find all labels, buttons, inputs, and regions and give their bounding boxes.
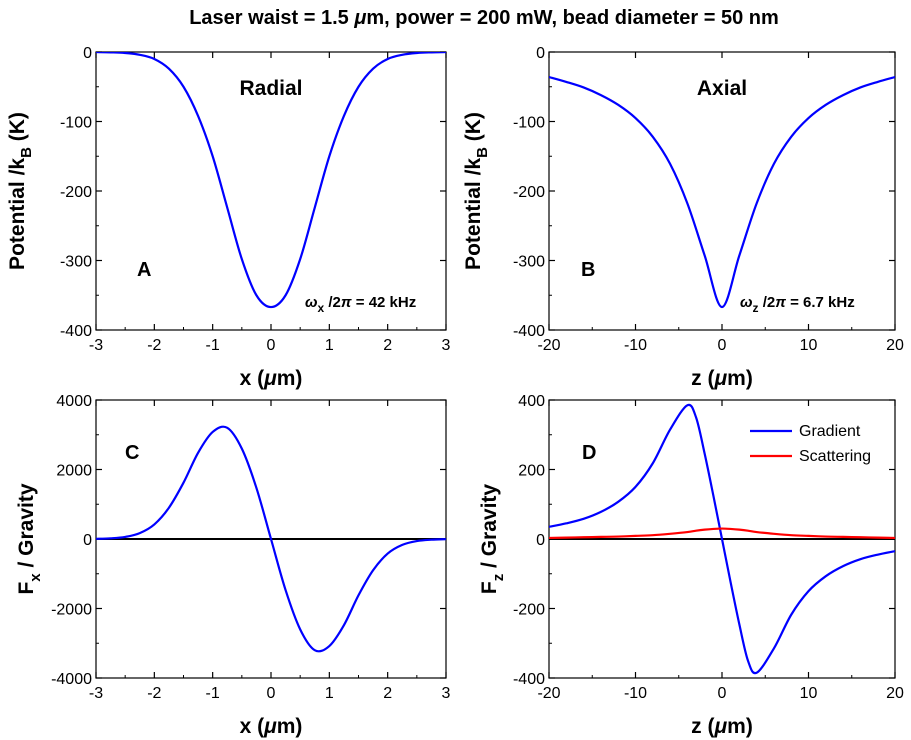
x-tick-label: 0	[267, 337, 276, 354]
legend-label-gradient: Gradient	[799, 423, 861, 440]
y-tick-label: -300	[60, 254, 92, 271]
x-tick-label: 0	[718, 337, 727, 354]
x-tick-label: -3	[89, 337, 103, 354]
panel-letter: A	[137, 259, 151, 281]
x-tick-label: 2	[383, 685, 392, 702]
x-axis-label: z (μm)	[691, 367, 753, 390]
x-tick-label: -10	[624, 337, 647, 354]
y-tick-label: -2000	[51, 602, 92, 619]
y-tick-label: -400	[513, 323, 545, 340]
frequency-annotation: ωz /2π = 6.7 kHz	[740, 294, 855, 315]
y-tick-label: 2000	[56, 463, 92, 480]
x-tick-label: 3	[442, 685, 451, 702]
x-tick-label: 20	[886, 685, 904, 702]
y-tick-label: 0	[83, 532, 92, 549]
y-tick-label: -300	[513, 254, 545, 271]
x-tick-label: 0	[267, 685, 276, 702]
panel-title: Radial	[239, 77, 302, 100]
y-tick-label: -4000	[51, 671, 92, 688]
y-tick-label: -200	[513, 184, 545, 201]
panel-a: -3 -2 -1 0 1 2 3 0 -100 -200 -300 -400 x (μm) Potenti…	[6, 45, 451, 390]
x-tick-label: 1	[325, 337, 334, 354]
x-tick-label: 3	[442, 337, 451, 354]
x-axis-label: z (μm)	[691, 715, 753, 738]
panel-letter: C	[125, 442, 139, 464]
x-tick-label: -10	[624, 685, 647, 702]
y-tick-label: 4000	[56, 393, 92, 410]
x-tick-label: 2	[383, 337, 392, 354]
x-tick-label: -2	[147, 337, 161, 354]
x-tick-label: 0	[718, 685, 727, 702]
y-axis-label: Fx / Gravity	[15, 483, 44, 594]
series-line	[96, 425, 446, 653]
figure-title: Laser waist = 1.5 μm, power = 200 mW, be…	[189, 7, 779, 29]
x-axis-label: x (μm)	[240, 367, 303, 390]
x-tick-label: -20	[537, 337, 560, 354]
series-line	[549, 75, 895, 309]
x-tick-label: 10	[800, 685, 818, 702]
x-tick-label: -3	[89, 685, 103, 702]
y-tick-label: -200	[513, 602, 545, 619]
panel-letter: B	[581, 259, 595, 281]
x-tick-label: 10	[800, 337, 818, 354]
series-line	[96, 52, 446, 309]
legend-label-scattering: Scattering	[799, 448, 871, 465]
x-tick-label: -2	[147, 685, 161, 702]
panel-title: Axial	[697, 77, 747, 100]
x-axis-label: x (μm)	[240, 715, 303, 738]
y-tick-label: -400	[513, 671, 545, 688]
y-tick-label: 200	[518, 463, 545, 480]
y-tick-label: 400	[518, 393, 545, 410]
y-axis-label: Potential /kB (K)	[462, 112, 491, 270]
x-tick-label: -1	[206, 685, 220, 702]
y-tick-label: -400	[60, 323, 92, 340]
y-tick-label: -100	[60, 115, 92, 132]
x-tick-label: -1	[206, 337, 220, 354]
y-axis-label: Fz / Gravity	[478, 484, 507, 595]
y-tick-label: 0	[83, 45, 92, 62]
y-tick-label: 0	[536, 45, 545, 62]
y-tick-label: -100	[513, 115, 545, 132]
series-line-gradient	[549, 403, 895, 675]
x-tick-label: 20	[886, 337, 904, 354]
panel-letter: D	[582, 442, 596, 464]
x-tick-label: -20	[537, 685, 560, 702]
panel-d: -20 -10 0 10 20 400 200 0 -200 -400 z (μm) Fz / Gra…	[478, 393, 904, 738]
y-tick-label: 0	[536, 532, 545, 549]
y-axis-label: Potential /kB (K)	[6, 112, 35, 270]
series-line-scattering	[549, 527, 895, 540]
panel-c: -3 -2 -1 0 1 2 3 4000 2000 0 -2000 -4000 x (μm) Fx / …	[15, 393, 451, 738]
frequency-annotation: ωx /2π = 42 kHz	[305, 294, 416, 315]
y-tick-label: -200	[60, 184, 92, 201]
x-tick-label: 1	[325, 685, 334, 702]
